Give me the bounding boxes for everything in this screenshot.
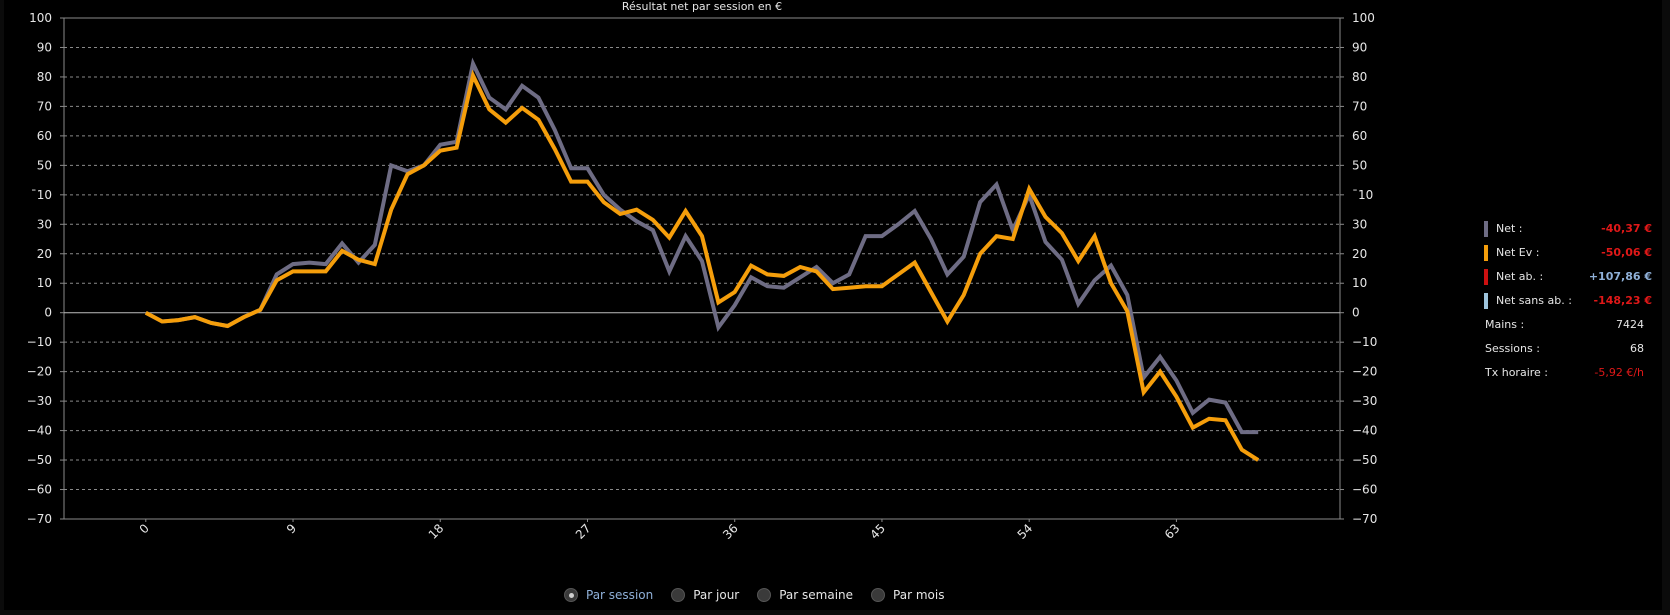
x-tick-label: 0 [137, 521, 152, 536]
stat-label: Mains : [1485, 318, 1525, 331]
x-tick-label: 27 [573, 521, 594, 542]
x-tick-label: 18 [426, 521, 447, 542]
y-tick-label-right: −10 [1352, 335, 1377, 349]
stat-value: 7424 [1616, 318, 1644, 331]
x-tick-label: 54 [1015, 521, 1036, 542]
y-tick-label-right: −20 [1352, 365, 1377, 379]
y-tick-label-left: 90 [37, 40, 52, 54]
stat-sessions: Sessions : 68 [1484, 337, 1664, 361]
legend-item-net-ab: Net ab. : +107,86 € [1484, 265, 1664, 289]
radio-label[interactable]: Par mois [893, 588, 945, 602]
x-tick-label: 63 [1162, 521, 1183, 542]
legend-item-net: Net : -40,37 € [1484, 217, 1664, 241]
period-selector: Par session Par jour Par semaine Par moi… [564, 585, 962, 605]
stat-mains: Mains : 7424 [1484, 313, 1664, 337]
legend-value: +107,86 € [1588, 270, 1652, 283]
y-tick-label-right: 10 [1352, 276, 1367, 290]
x-tick-label: 45 [867, 521, 888, 542]
y-tick-label-left: −30 [27, 394, 52, 408]
legend-swatch-net-ab [1484, 269, 1488, 285]
y-tick-label-right: 30 [1352, 217, 1367, 231]
legend-item-net-sans-ab: Net sans ab. : -148,23 € [1484, 289, 1664, 313]
y-tick-label-right: −40 [1352, 424, 1377, 438]
y-tick-label-left: −10 [27, 335, 52, 349]
stat-label: Tx horaire : [1485, 366, 1548, 379]
y-tick-label-left: 100 [29, 11, 52, 25]
legend-swatch-net-sans-ab [1484, 293, 1488, 309]
y-tick-label-left: 80 [37, 70, 52, 84]
y-tick-label-left: ˉ10 [31, 188, 52, 202]
radio-icon[interactable] [671, 588, 686, 602]
y-tick-label-right: −70 [1352, 512, 1377, 526]
y-tick-label-right: 60 [1352, 129, 1367, 143]
legend-label: Net Ev : [1496, 246, 1540, 259]
stat-value: -5,92 €/h [1594, 366, 1644, 379]
y-tick-label-left: 20 [37, 247, 52, 261]
y-tick-label-left: −40 [27, 424, 52, 438]
legend-value: -148,23 € [1593, 294, 1653, 307]
chart-frame: Résultat net par session en €100 100 90 90 8… [4, 0, 1662, 610]
legend-label: Net sans ab. : [1496, 294, 1572, 307]
y-tick-label-right: 90 [1352, 40, 1367, 54]
y-tick-label-right: −30 [1352, 394, 1377, 408]
series-line-net [144, 57, 1259, 435]
stat-tx-horaire: Tx horaire : -5,92 €/h [1484, 361, 1664, 385]
radio-icon[interactable] [564, 588, 578, 602]
radio-icon[interactable] [871, 588, 886, 602]
y-tick-label-left: −50 [27, 453, 52, 467]
legend-panel: Net : -40,37 € Net Ev : -50,06 € Net ab.… [1484, 217, 1664, 385]
radio-label[interactable]: Par jour [693, 588, 740, 602]
y-tick-label-right: −50 [1352, 453, 1377, 467]
y-tick-label-left: 70 [37, 99, 52, 113]
legend-swatch-net [1484, 221, 1488, 237]
y-tick-label-left: 50 [37, 158, 52, 172]
radio-label[interactable]: Par session [586, 588, 654, 602]
y-tick-label-left: 0 [44, 306, 52, 320]
chart-title: Résultat net par session en € [622, 0, 782, 13]
y-tick-label-right: 80 [1352, 70, 1367, 84]
y-tick-label-left: −60 [27, 483, 52, 497]
y-tick-label-right: 20 [1352, 247, 1367, 261]
legend-label: Net : [1496, 222, 1523, 235]
y-tick-label-left: 10 [37, 276, 52, 290]
radio-label[interactable]: Par semaine [779, 588, 854, 602]
y-tick-label-right: −60 [1352, 483, 1377, 497]
x-tick-label: 36 [720, 521, 741, 542]
legend-value: -50,06 € [1601, 246, 1652, 259]
radio-par-mois[interactable]: Par mois [871, 588, 944, 602]
y-tick-label-left: −20 [27, 365, 52, 379]
y-tick-label-right: 70 [1352, 99, 1367, 113]
radio-icon[interactable] [757, 588, 772, 602]
y-tick-label-right: ˉ10 [1352, 188, 1373, 202]
radio-par-jour[interactable]: Par jour [671, 588, 739, 602]
legend-label: Net ab. : [1496, 270, 1544, 283]
legend-swatch-net-ev [1484, 245, 1488, 261]
legend-item-net-ev: Net Ev : -50,06 € [1484, 241, 1664, 265]
y-tick-label-right: 50 [1352, 158, 1367, 172]
y-tick-label-right: 0 [1352, 306, 1360, 320]
plot-border [63, 17, 1341, 520]
legend-value: -40,37 € [1601, 222, 1652, 235]
y-tick-label-left: 60 [37, 129, 52, 143]
radio-par-session[interactable]: Par session [564, 588, 653, 602]
x-tick-label: 9 [284, 521, 299, 536]
series-line-net-ev [144, 69, 1260, 462]
y-tick-label-right: 100 [1352, 11, 1375, 25]
stat-value: 68 [1630, 342, 1644, 355]
radio-par-semaine[interactable]: Par semaine [757, 588, 853, 602]
stat-label: Sessions : [1485, 342, 1540, 355]
y-tick-label-left: 30 [37, 217, 52, 231]
y-tick-label-left: −70 [27, 512, 52, 526]
